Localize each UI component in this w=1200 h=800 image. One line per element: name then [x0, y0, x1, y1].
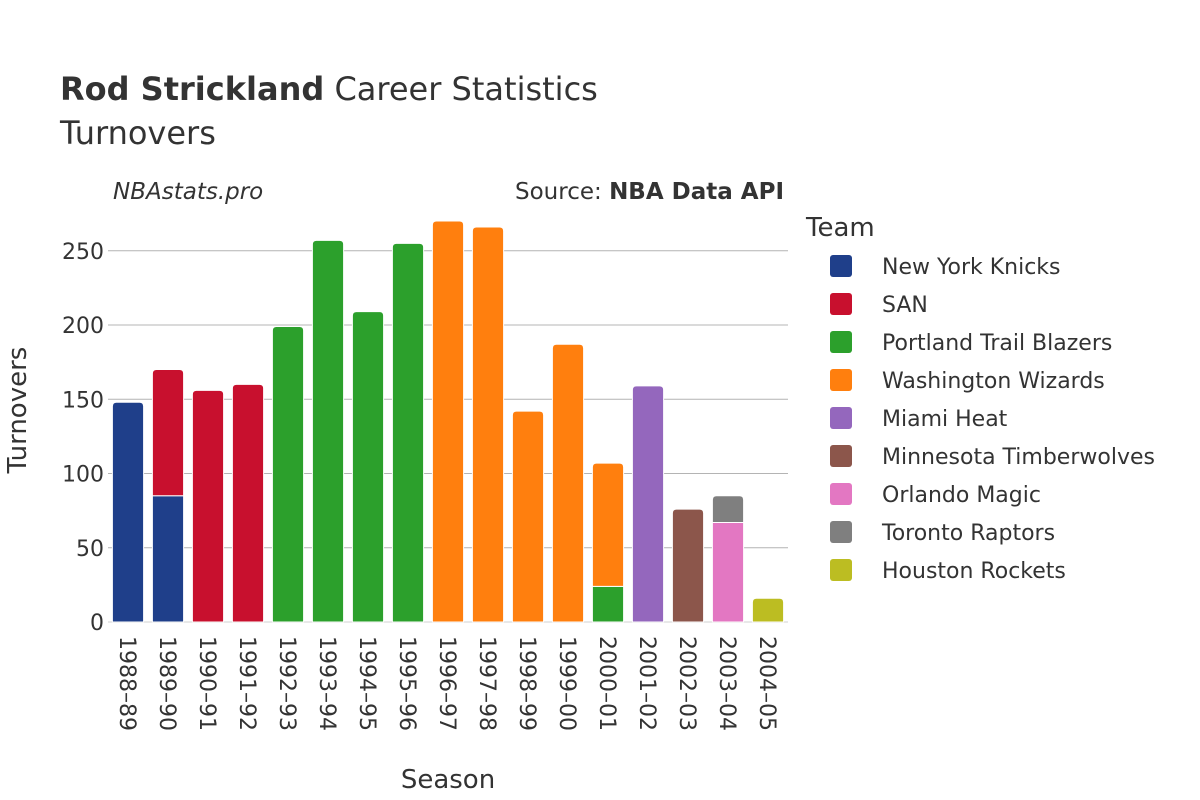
legend-label[interactable]: Miami Heat [882, 407, 1008, 432]
site-watermark: NBAstats.pro [113, 179, 263, 205]
x-tick-label: 1998–99 [514, 636, 539, 731]
y-tick-label: 100 [62, 463, 104, 488]
legend-label[interactable]: New York Knicks [882, 255, 1061, 280]
x-tick-label: 1991–92 [234, 636, 259, 731]
source-name: NBA Data API [609, 179, 784, 205]
y-tick-label: 200 [62, 314, 104, 339]
legend-label[interactable]: Minnesota Timberwolves [882, 445, 1155, 470]
x-tick-label: 2001–02 [634, 636, 659, 731]
chart-subtitle: Turnovers [59, 114, 216, 152]
x-tick-label: 1988–89 [114, 636, 139, 731]
bar-segment[interactable] [591, 462, 625, 587]
bar-segment[interactable] [111, 401, 145, 623]
legend-label[interactable]: Washington Wizards [882, 369, 1105, 394]
y-tick-label: 150 [62, 388, 104, 413]
bar-segment[interactable] [711, 495, 745, 524]
bar-segment[interactable] [431, 220, 465, 623]
legend-swatch[interactable] [830, 369, 852, 391]
legend-swatch[interactable] [830, 521, 852, 543]
chart-title: Rod Strickland Career Statistics [60, 70, 598, 108]
legend-swatch[interactable] [830, 407, 852, 429]
source-note: Source: NBA Data API [515, 179, 784, 205]
bar-segment[interactable] [231, 383, 265, 623]
x-tick-label: 1994–95 [354, 636, 379, 731]
bars [111, 220, 785, 623]
bar-segment[interactable] [631, 385, 665, 623]
bar-segment[interactable] [391, 242, 425, 623]
x-axis-ticks: 1988–89 1989–90 1990–91 1991–92 1992–93 1993–… [114, 636, 779, 731]
x-tick-label: 2002–03 [674, 636, 699, 731]
chart-title-player: Rod Strickland [60, 70, 324, 108]
legend-label[interactable]: SAN [882, 293, 928, 318]
bar-segment[interactable] [271, 325, 305, 623]
bar-segment[interactable] [671, 508, 705, 623]
legend-label[interactable]: Portland Trail Blazers [882, 331, 1112, 356]
legend-label[interactable]: Orlando Magic [882, 483, 1041, 508]
x-tick-label: 2003–04 [714, 636, 739, 731]
legend-title: Team [805, 213, 875, 243]
bar-segment[interactable] [511, 410, 545, 623]
legend-swatch[interactable] [830, 445, 852, 467]
x-tick-label: 1993–94 [314, 636, 339, 731]
x-tick-label: 1999–00 [554, 636, 579, 731]
bar-segment[interactable] [151, 369, 185, 497]
x-tick-label: 1989–90 [154, 636, 179, 731]
legend-label[interactable]: Toronto Raptors [881, 521, 1055, 546]
bar-segment[interactable] [351, 311, 385, 623]
bar-segment[interactable] [551, 343, 585, 623]
legend-swatch[interactable] [830, 483, 852, 505]
bar-segment[interactable] [711, 522, 745, 623]
x-axis-title: Season [401, 765, 495, 795]
bar-segment[interactable] [591, 585, 625, 623]
y-tick-label: 50 [76, 537, 104, 562]
x-tick-label: 2004–05 [754, 636, 779, 731]
bar-segment[interactable] [151, 495, 185, 623]
y-axis-title: Turnovers [3, 347, 33, 475]
y-tick-label: 0 [90, 611, 104, 636]
chart-title-rest: Career Statistics [324, 70, 598, 108]
y-tick-label: 250 [62, 240, 104, 265]
x-tick-label: 1992–93 [274, 636, 299, 731]
x-tick-label: 1995–96 [394, 636, 419, 731]
x-tick-label: 1997–98 [474, 636, 499, 731]
legend-swatch[interactable] [830, 559, 852, 581]
legend-label[interactable]: Houston Rockets [882, 559, 1066, 584]
bar-segment[interactable] [471, 226, 505, 623]
legend: Team New York Knicks SAN Portland Trail Bl… [805, 213, 1155, 584]
bar-segment[interactable] [191, 389, 225, 623]
legend-swatch[interactable] [830, 331, 852, 353]
x-tick-label: 1996–97 [434, 636, 459, 731]
x-tick-label: 2000–01 [594, 636, 619, 731]
y-axis-ticks: 0 50 100 150 200 250 [62, 240, 104, 636]
bar-segment[interactable] [751, 597, 785, 623]
source-prefix: Source: [515, 179, 609, 205]
x-tick-label: 1990–91 [194, 636, 219, 731]
legend-swatch[interactable] [830, 293, 852, 315]
legend-swatch[interactable] [830, 255, 852, 277]
bar-segment[interactable] [311, 239, 345, 623]
